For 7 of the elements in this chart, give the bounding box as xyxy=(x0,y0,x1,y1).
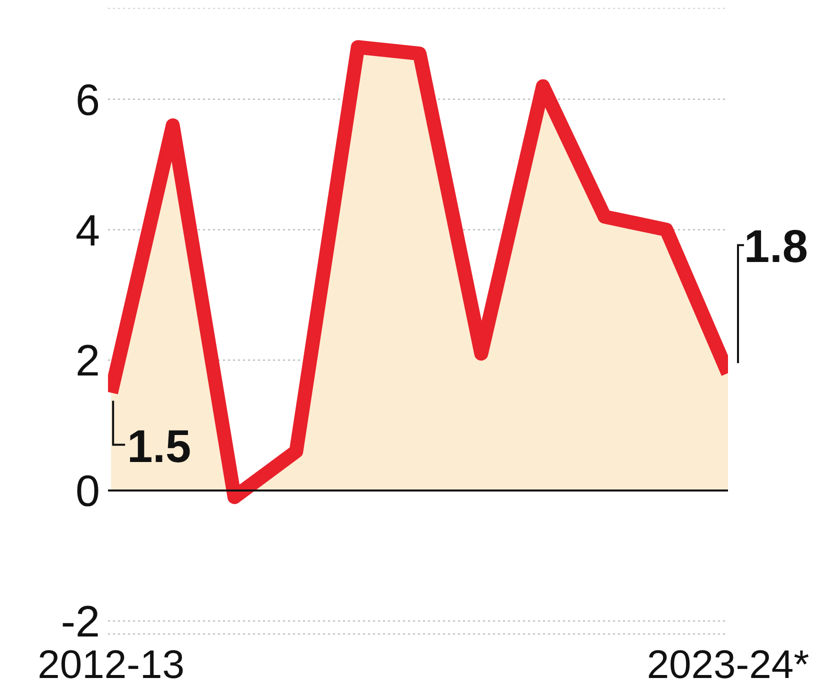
y-tick-label: 0 xyxy=(76,467,100,516)
y-tick-label: 2 xyxy=(76,336,100,386)
y-tick-label: 4 xyxy=(76,206,100,256)
annotation: 1.8 xyxy=(744,220,808,272)
y-tick-label: 6 xyxy=(76,76,100,125)
x-tick-label: 2023-24* xyxy=(646,643,810,687)
annotation: 1.5 xyxy=(127,420,192,472)
